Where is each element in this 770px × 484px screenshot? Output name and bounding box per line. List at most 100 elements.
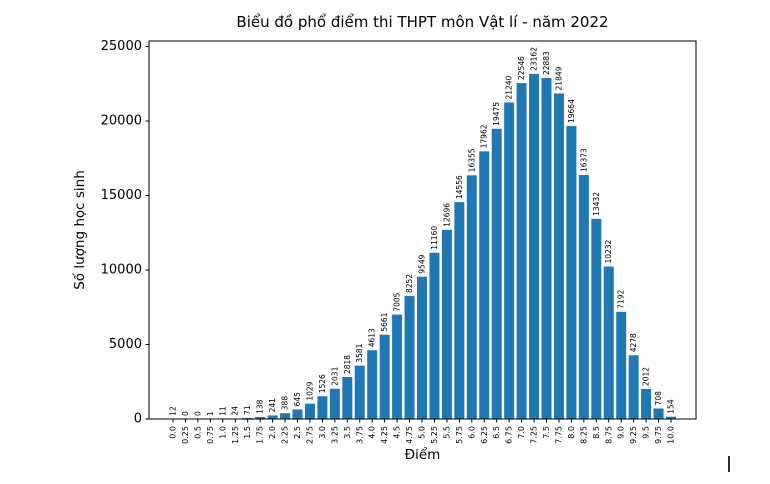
- x-tick-label: 4.5: [393, 426, 402, 439]
- x-tick-label: 1.5: [243, 426, 252, 439]
- x-tick-label: 6.5: [492, 426, 501, 439]
- y-tick-label: 20000: [101, 114, 142, 129]
- bar-value-label: 5661: [380, 312, 389, 331]
- bar-value-label: 11: [218, 406, 227, 416]
- y-tick-label: 5000: [109, 337, 142, 352]
- x-tick-label: 7.5: [542, 426, 551, 439]
- bar: [591, 219, 601, 419]
- bar-value-label: 138: [256, 399, 265, 414]
- bar-value-label: 19664: [567, 99, 576, 123]
- bar: [629, 355, 639, 419]
- x-tick-label: 9.0: [617, 426, 626, 439]
- bar: [616, 312, 626, 419]
- bar: [517, 83, 527, 419]
- x-tick-label: 7.75: [554, 426, 563, 444]
- bar-value-label: 23162: [530, 47, 539, 71]
- bar-value-label: 16355: [467, 148, 476, 172]
- bar: [429, 253, 439, 419]
- bar-value-label: 19475: [492, 102, 501, 126]
- bar: [317, 396, 327, 419]
- bar: [442, 230, 452, 419]
- x-tick-label: 5.0: [418, 426, 427, 439]
- bar: [467, 175, 477, 419]
- x-tick-label: 9.25: [629, 426, 638, 444]
- y-axis-label: Số lượng học sinh: [71, 170, 88, 290]
- bar-value-label: 388: [281, 396, 290, 411]
- bar: [504, 103, 514, 419]
- bar-value-label: 14556: [455, 175, 464, 199]
- bar-value-label: 0: [181, 411, 190, 416]
- x-tick-label: 5.25: [430, 426, 439, 444]
- bar: [367, 350, 377, 419]
- bar-value-label: 22546: [517, 56, 526, 80]
- y-tick-label: 10000: [101, 263, 142, 278]
- bar-value-label: 24: [231, 406, 240, 416]
- bar-value-label: 12696: [442, 203, 451, 227]
- bar: [641, 389, 651, 419]
- bar: [293, 409, 303, 419]
- x-tick-label: 2.0: [268, 426, 277, 439]
- bar-value-label: 2012: [642, 367, 651, 386]
- bar: [654, 408, 664, 419]
- bar-value-label: 1526: [318, 374, 327, 393]
- bar-value-label: 7005: [393, 292, 402, 311]
- x-tick-label: 8.75: [604, 426, 613, 444]
- y-tick-label: 15000: [101, 188, 142, 203]
- x-tick-label: 1.25: [231, 426, 240, 444]
- bar-value-label: 645: [293, 392, 302, 407]
- x-tick-label: 5.75: [455, 426, 464, 444]
- bar-value-label: 10232: [604, 239, 613, 263]
- x-tick-label: 8.0: [567, 426, 576, 439]
- bar: [405, 296, 415, 419]
- bar: [268, 415, 278, 419]
- bar-value-label: 22883: [542, 51, 551, 75]
- bar-value-label: 1: [206, 411, 215, 416]
- bar-value-label: 2031: [330, 366, 339, 385]
- bar: [529, 74, 539, 419]
- bar-value-label: 708: [654, 391, 663, 406]
- bar-value-label: 12: [169, 406, 178, 416]
- x-tick-label: 4.0: [368, 426, 377, 439]
- bar: [330, 389, 340, 419]
- bar-value-label: 8252: [405, 274, 414, 293]
- x-tick-label: 2.75: [305, 426, 314, 444]
- x-tick-label: 0.25: [181, 426, 190, 444]
- bar-value-label: 16373: [579, 148, 588, 172]
- bar-value-label: 241: [268, 398, 277, 413]
- bar-value-label: 0: [193, 411, 202, 416]
- bar: [280, 413, 290, 419]
- y-tick-label: 0: [134, 412, 142, 427]
- bar-value-label: 21240: [505, 75, 514, 99]
- x-tick-label: 10.0: [667, 426, 676, 444]
- x-tick-label: 0.75: [206, 426, 215, 444]
- bar: [604, 267, 614, 419]
- x-tick-label: 3.75: [355, 426, 364, 444]
- bar: [342, 377, 352, 419]
- bar: [479, 151, 489, 419]
- x-tick-label: 8.25: [579, 426, 588, 444]
- bar-value-label: 71: [243, 405, 252, 415]
- x-tick-label: 2.5: [293, 426, 302, 439]
- x-tick-label: 7.25: [530, 426, 539, 444]
- bar: [492, 129, 502, 419]
- bar: [417, 277, 427, 419]
- x-tick-label: 1.0: [218, 426, 227, 439]
- bar: [542, 78, 552, 419]
- x-tick-label: 3.5: [343, 426, 352, 439]
- x-tick-label: 1.75: [256, 426, 265, 444]
- x-axis-label: Điểm: [405, 446, 441, 463]
- bar-value-label: 9549: [418, 254, 427, 273]
- bar: [554, 93, 564, 419]
- x-tick-label: 7.0: [517, 426, 526, 439]
- bar-value-label: 2818: [343, 355, 352, 374]
- x-tick-label: 9.5: [642, 426, 651, 439]
- x-tick-label: 2.25: [281, 426, 290, 444]
- x-tick-label: 0.0: [169, 426, 178, 439]
- x-tick-label: 4.75: [405, 426, 414, 444]
- x-tick-label: 6.25: [480, 426, 489, 444]
- x-tick-label: 6.75: [505, 426, 514, 444]
- x-tick-label: 3.25: [330, 426, 339, 444]
- x-tick-label: 9.75: [654, 426, 663, 444]
